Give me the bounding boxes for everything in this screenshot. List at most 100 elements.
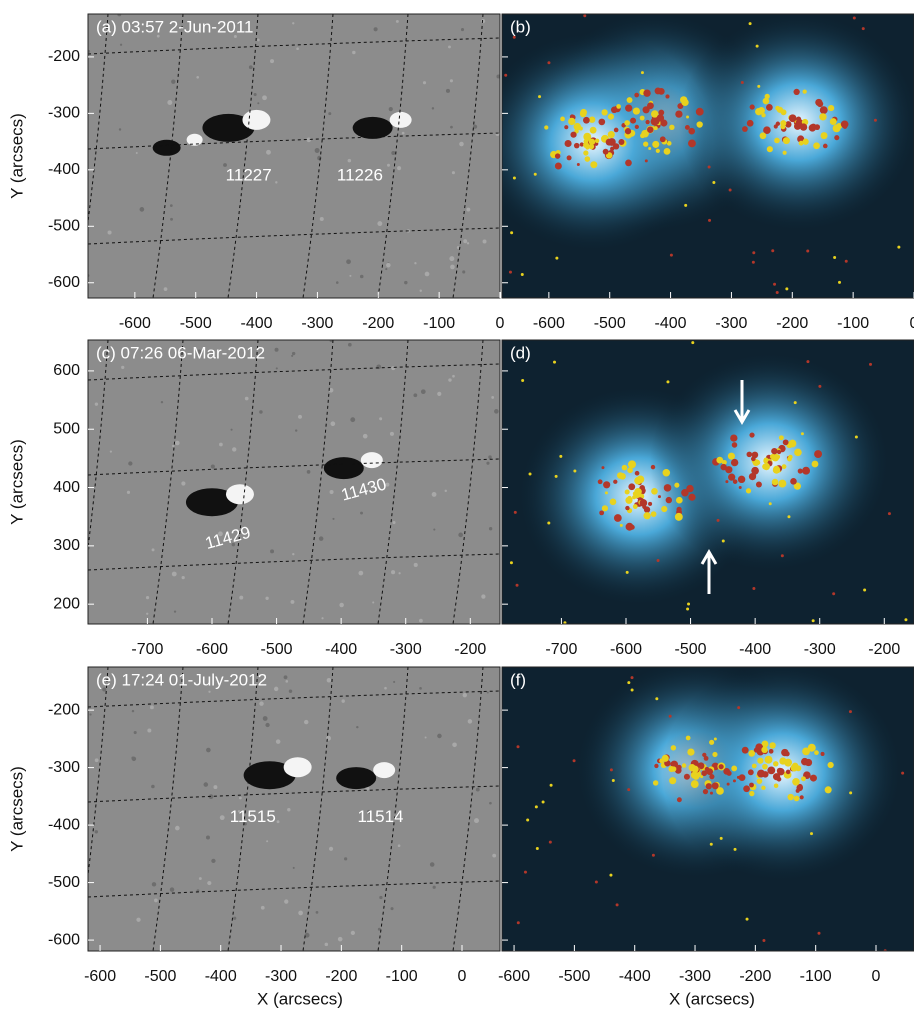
y-tick-label: -400 [48, 161, 80, 178]
scattered-point [516, 584, 519, 587]
flare-ribbon [675, 513, 683, 521]
flare-ribbon [574, 143, 580, 149]
panel-image [502, 659, 914, 952]
speckle [304, 720, 308, 724]
flare-ribbon [647, 126, 653, 132]
flare-ribbon [688, 494, 695, 501]
speckle [233, 917, 236, 920]
scattered-point [756, 45, 759, 48]
flare-ribbon [627, 467, 633, 473]
scattered-point [849, 710, 852, 713]
flare-ribbon [772, 479, 779, 486]
scattered-point [725, 480, 728, 483]
scattered-point [722, 539, 725, 542]
x-tick-label: -500 [144, 968, 176, 985]
flare-ribbon [686, 485, 693, 492]
speckle [270, 59, 274, 63]
scattered-point [700, 775, 703, 778]
panel-title: (e) 17:24 01-July-2012 [96, 670, 267, 689]
flare-ribbon [763, 463, 770, 470]
x-tick-label: -200 [868, 641, 900, 658]
flare-ribbon [789, 114, 797, 122]
flare-ribbon [803, 139, 809, 145]
flare-ribbon [643, 512, 650, 519]
flare-ribbon [794, 89, 800, 95]
speckle [277, 820, 280, 823]
flare-ribbon [555, 153, 560, 158]
x-tick-label: -100 [423, 315, 455, 332]
negative-polarity [153, 140, 181, 156]
flare-ribbon [611, 107, 618, 114]
speckle [270, 549, 274, 553]
scattered-point [513, 176, 516, 179]
scattered-point [627, 681, 630, 684]
scattered-point [862, 27, 865, 30]
flare-ribbon [803, 89, 807, 93]
flare-ribbon [625, 159, 632, 166]
scattered-point [610, 768, 613, 771]
scattered-point [818, 932, 821, 935]
speckle [384, 687, 387, 690]
scattered-point [904, 618, 907, 621]
speckle [257, 102, 259, 104]
speckle [452, 171, 455, 174]
flare-ribbon [780, 120, 786, 126]
speckle [108, 230, 112, 234]
scattered-point [810, 832, 813, 835]
flare-ribbon [655, 88, 662, 95]
scattered-point [510, 231, 513, 234]
speckle [336, 281, 339, 284]
panel-title: (b) [510, 17, 531, 36]
speckle [289, 690, 292, 693]
scattered-point [863, 588, 866, 591]
panel-image [78, 339, 500, 624]
y-axis-label: Y (arcsecs) [7, 113, 26, 199]
flare-ribbon [565, 140, 572, 147]
scattered-point [845, 260, 848, 263]
x-tick-label: -100 [800, 968, 832, 985]
speckle [154, 899, 158, 903]
speckle [276, 367, 278, 369]
x-tick-label: -400 [205, 968, 237, 985]
flare-ribbon [589, 139, 595, 145]
flare-ribbon [773, 466, 780, 473]
speckle [213, 785, 217, 789]
speckle [338, 937, 343, 942]
flare-ribbon [583, 142, 589, 148]
speckle [266, 840, 268, 842]
speckle [425, 272, 430, 277]
scattered-point [855, 436, 858, 439]
scattered-point [888, 512, 891, 515]
scattered-point [853, 17, 856, 20]
speckle [146, 596, 149, 599]
flare-ribbon [635, 125, 639, 129]
speckle [321, 617, 323, 619]
y-tick-label: 300 [53, 537, 80, 554]
speckle [274, 687, 278, 691]
scattered-point [609, 874, 612, 877]
speckle [463, 693, 467, 697]
magnetogram-background [88, 340, 500, 624]
speckle [352, 51, 355, 54]
speckle [239, 797, 242, 800]
speckle [433, 529, 435, 531]
speckle [398, 844, 401, 847]
flare-ribbon [660, 136, 666, 142]
scattered-point [547, 522, 550, 525]
speckle [128, 461, 132, 465]
scattered-point [686, 116, 689, 119]
scattered-point [746, 918, 749, 921]
x-tick-label: -400 [325, 641, 357, 658]
scattered-point [573, 759, 576, 762]
region-label: 11514 [358, 807, 404, 826]
x-tick-label: -500 [558, 968, 590, 985]
flare-ribbon [727, 771, 732, 776]
scattered-point [648, 147, 651, 150]
flare-ribbon [603, 481, 610, 488]
flare-ribbon [676, 497, 683, 504]
positive-polarity [284, 757, 312, 777]
y-tick-label: -400 [48, 816, 80, 833]
flare-ribbon [783, 439, 789, 445]
speckle [487, 691, 489, 693]
scattered-point [529, 473, 532, 476]
